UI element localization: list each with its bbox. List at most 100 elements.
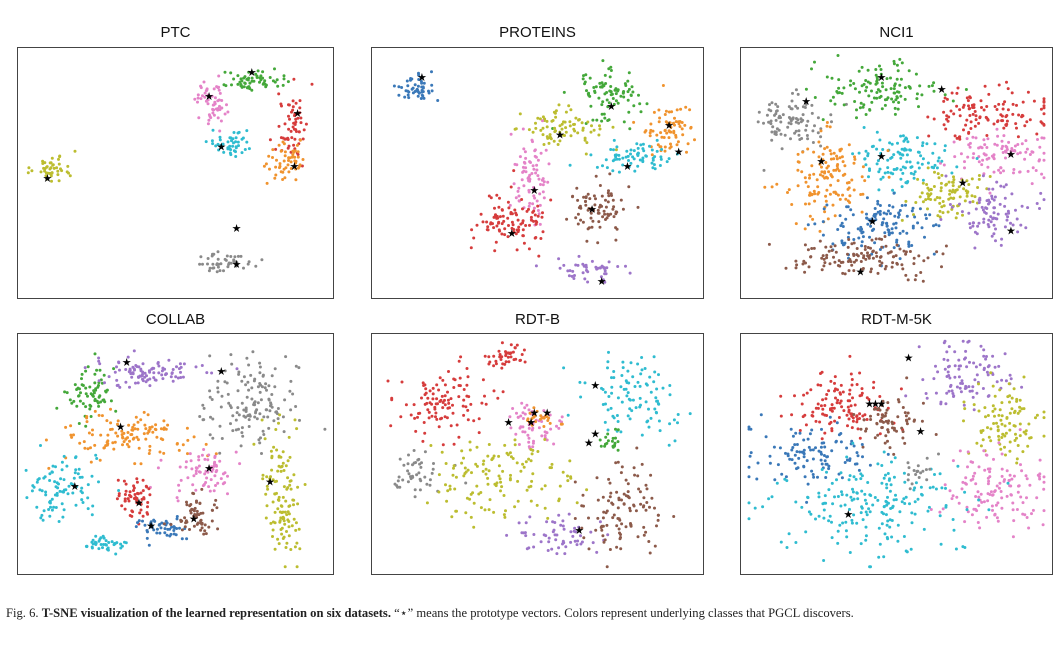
point [774,133,778,136]
point [837,416,841,419]
point [893,456,897,460]
point [879,68,883,71]
point [91,504,95,508]
point [600,81,604,85]
point [641,142,645,146]
point [573,539,577,543]
point [825,256,829,260]
point [211,252,214,256]
point [581,493,585,497]
point [479,212,483,216]
point [903,502,907,505]
point [884,411,888,415]
point [77,467,81,471]
point [804,202,807,206]
point [146,530,149,534]
point [683,123,687,127]
point [492,364,496,368]
point [1024,139,1028,143]
point [897,213,901,217]
point [292,77,296,81]
point [407,453,410,457]
point [1004,124,1008,127]
point [866,481,870,484]
prototype-star: ★ [122,356,132,369]
point [494,359,498,363]
point [1018,170,1022,174]
point [498,196,501,200]
point [938,215,942,219]
point [641,505,645,509]
point [945,117,949,121]
point [652,110,656,114]
point [161,438,165,442]
point [536,116,540,120]
point [607,350,610,354]
point [54,506,58,509]
point [895,243,899,247]
point [655,133,659,137]
point [606,439,610,443]
point [1015,103,1018,107]
point [988,475,992,479]
point [1024,474,1028,478]
point [494,240,498,244]
point [908,502,911,506]
point [268,479,272,483]
point [903,147,907,151]
point [882,211,886,215]
point [606,360,610,364]
point [574,116,578,120]
point [997,441,1001,445]
point [869,270,873,274]
point [536,158,540,162]
point [877,170,881,174]
point [907,69,911,73]
point [621,163,625,167]
point [194,472,198,475]
prototype-star: ★ [504,416,514,429]
point [838,197,842,201]
point [846,245,850,249]
point [208,489,212,493]
point [619,198,623,202]
point [1014,432,1017,436]
point [653,370,657,374]
point [999,418,1003,422]
point [902,471,906,475]
point [906,411,910,415]
point [287,103,291,107]
point [608,548,612,551]
point [269,449,273,453]
point [860,65,864,69]
point [486,228,490,232]
point [868,463,872,467]
point [612,102,616,106]
point [175,365,178,369]
point [837,86,841,90]
point [629,522,632,525]
point [294,178,298,182]
point [564,545,568,549]
point [147,429,151,433]
point [943,339,947,343]
point [179,370,182,374]
point [762,168,766,172]
point [525,547,529,551]
point [688,412,692,416]
point [912,256,916,260]
point [816,192,820,196]
point [274,410,278,414]
point [216,390,220,394]
point [640,462,644,466]
cluster-red [115,477,152,526]
point [258,441,262,445]
point [794,104,798,108]
point [547,536,551,540]
point [946,370,950,374]
point [915,92,919,96]
point [1039,191,1043,195]
point [573,517,577,520]
point [617,517,621,521]
point [878,64,881,68]
